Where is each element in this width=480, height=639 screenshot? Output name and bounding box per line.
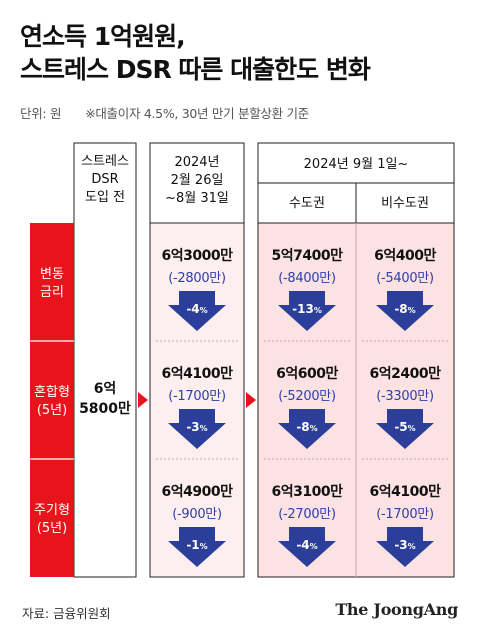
publisher-logo: The JoongAng (335, 600, 458, 619)
cell-non-capital-area: 6억4100만 (-1700만) -3% (370, 484, 442, 567)
down-arrow-icon (376, 409, 434, 449)
baseline-header-label: 스트레스 (81, 154, 129, 169)
unit-label: 단위: 원 (20, 106, 62, 121)
baseline-value: 5800만 (79, 401, 131, 417)
loan-amount: 6억4100만 (162, 366, 234, 382)
region-header-capital: 수도권 (289, 196, 325, 211)
loan-amount: 6억4900만 (162, 484, 234, 500)
row-header-label: (5년) (37, 403, 67, 418)
phase1-header-label: ~8월 31일 (165, 191, 229, 206)
title-line-1: 연소득 1억원원, (20, 22, 186, 51)
cell-capital-area: 6억3100만 (-2700만) -4% (272, 484, 344, 567)
cell-non-capital-area: 6억400만 (-5400만) -8% (374, 248, 437, 331)
baseline-header-label: DSR (91, 172, 118, 187)
row-header-label: 주기형 (34, 503, 70, 518)
percent-change: -8% (394, 302, 415, 316)
basis-note: ※대출이자 4.5%, 30년 만기 분할상환 기준 (85, 106, 309, 121)
cell-non-capital-area: 6억2400만 (-3300만) -5% (370, 366, 442, 449)
phase2-header-label: 2024년 9월 1일~ (304, 157, 409, 172)
region-header-noncapital: 비수도권 (381, 196, 429, 211)
chart-title: 연소득 1억원원, 스트레스 DSR 따른 대출한도 변화 (20, 20, 371, 86)
row-header-label: 혼합형 (34, 385, 70, 400)
down-arrow-icon (278, 291, 336, 331)
percent-change: -1% (186, 538, 207, 552)
percent-change: -8% (296, 420, 317, 434)
change-amount: (-2800만) (168, 271, 225, 286)
cell-capital-area: 6억600만 (-5200만) -8% (276, 366, 339, 449)
change-amount: (-900만) (172, 507, 222, 522)
cell-phase1: 6억4100만 (-1700만) -3% (162, 366, 234, 449)
row-header-label: (5년) (37, 521, 67, 536)
loan-amount: 6억600만 (276, 366, 338, 382)
down-arrow-icon (168, 527, 226, 567)
baseline-header-label: 도입 전 (85, 190, 125, 205)
percent-change: -4% (296, 538, 317, 552)
arrow-right-icon (138, 392, 148, 408)
loan-amount: 6억3000만 (162, 248, 234, 264)
row-header-column (30, 223, 74, 577)
percent-change: -5% (394, 420, 415, 434)
loan-amount: 6억2400만 (370, 366, 442, 382)
percent-change: -13% (292, 302, 322, 316)
phase1-header-label: 2024년 (174, 155, 219, 170)
change-amount: (-1700만) (376, 507, 433, 522)
down-arrow-icon (376, 291, 434, 331)
change-amount: (-8400만) (278, 271, 335, 286)
percent-change: -3% (186, 420, 207, 434)
loan-amount: 6억400만 (374, 248, 436, 264)
down-arrow-icon (168, 409, 226, 449)
down-arrow-icon (278, 527, 336, 567)
row-header-label: 금리 (40, 285, 64, 300)
chart-subtitle: 단위: 원 ※대출이자 4.5%, 30년 만기 분할상환 기준 (20, 103, 309, 122)
loan-amount: 6억3100만 (272, 484, 344, 500)
baseline-column-frame (73, 142, 137, 578)
cell-capital-area: 5억7400만 (-8400만) -13% (272, 248, 344, 331)
down-arrow-icon (376, 527, 434, 567)
source-note: 자료: 금융위원회 (22, 606, 111, 621)
change-amount: (-3300만) (376, 389, 433, 404)
change-amount: (-2700만) (278, 507, 335, 522)
baseline-value: 6억 (94, 381, 117, 397)
title-line-2: 스트레스 DSR 따른 대출한도 변화 (20, 55, 371, 84)
percent-change: -4% (186, 302, 207, 316)
change-amount: (-5400만) (376, 271, 433, 286)
cell-phase1: 6억4900만 (-900만) -1% (162, 484, 234, 567)
cell-phase1: 6억3000만 (-2800만) -4% (162, 248, 234, 331)
percent-change: -3% (394, 538, 415, 552)
change-amount: (-1700만) (168, 389, 225, 404)
phase1-body (149, 222, 245, 578)
arrow-right-icon (246, 392, 256, 408)
loan-amount: 6억4100만 (370, 484, 442, 500)
loan-amount: 5억7400만 (272, 248, 344, 264)
row-header-label: 변동 (40, 267, 64, 282)
down-arrow-icon (168, 291, 226, 331)
down-arrow-icon (278, 409, 336, 449)
phase1-header-label: 2월 26일 (171, 173, 224, 188)
change-amount: (-5200만) (278, 389, 335, 404)
